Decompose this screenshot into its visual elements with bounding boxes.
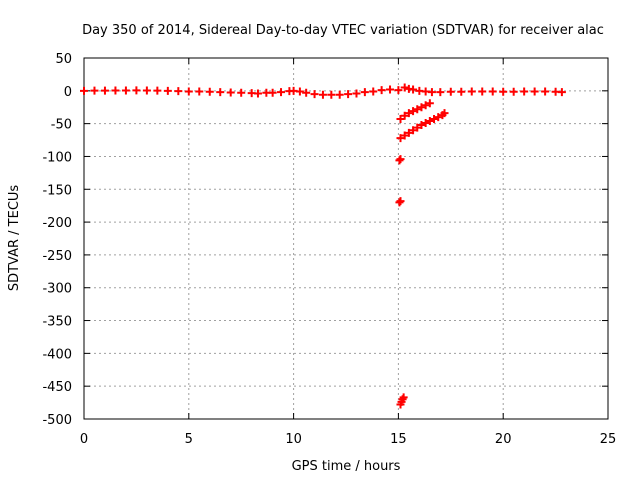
chart-title: Day 350 of 2014, Sidereal Day-to-day VTE… [82, 23, 604, 38]
data-point [409, 107, 418, 116]
data-point [399, 393, 408, 402]
data-point [400, 83, 409, 92]
data-point [396, 197, 405, 206]
data-point [478, 87, 487, 96]
data-point [409, 85, 418, 94]
data-point [440, 109, 449, 118]
data-point [277, 88, 286, 97]
data-point [205, 87, 214, 96]
data-point [395, 198, 404, 207]
data-point [360, 88, 369, 97]
data-point [499, 87, 508, 96]
data-point [409, 126, 418, 135]
data-point [425, 117, 434, 126]
data-point [488, 87, 497, 96]
data-point [163, 86, 172, 95]
data-point [417, 120, 426, 129]
data-point [404, 128, 413, 137]
y-tick-label: 0 [64, 85, 72, 100]
y-tick-label: -450 [42, 380, 72, 395]
data-point [111, 86, 120, 95]
data-point [395, 156, 404, 165]
data-point [413, 105, 422, 114]
data-points [80, 83, 566, 409]
data-point [467, 87, 476, 96]
data-point [80, 86, 88, 95]
x-tick-label: 25 [600, 432, 617, 447]
y-tick-label: -400 [42, 347, 72, 362]
data-point [396, 155, 405, 164]
data-point [318, 90, 327, 99]
data-point [421, 101, 430, 110]
data-point [142, 86, 151, 95]
y-tick-label: -100 [42, 150, 72, 165]
data-point [396, 115, 405, 124]
data-point [413, 123, 422, 132]
data-point [369, 87, 378, 96]
data-point [268, 88, 277, 97]
axis-ticks [83, 57, 609, 420]
data-point [425, 99, 434, 108]
data-point [434, 113, 443, 122]
plot-frame [83, 57, 609, 420]
x-axis-label: GPS time / hours [292, 459, 401, 474]
data-point [327, 90, 336, 99]
y-tick-label: -150 [42, 183, 72, 198]
data-point [427, 88, 436, 97]
data-point [400, 131, 409, 140]
x-tick-labels: 0 5 10 15 20 25 [80, 432, 616, 447]
x-tick-label: 5 [185, 432, 193, 447]
data-point [174, 87, 183, 96]
data-point [100, 86, 109, 95]
data-point [404, 109, 413, 118]
data-point [386, 85, 395, 94]
data-point [446, 87, 455, 96]
data-point [421, 118, 430, 127]
data-point [302, 88, 311, 97]
data-point [237, 88, 246, 97]
data-point [520, 87, 529, 96]
data-point [541, 87, 550, 96]
grid-lines [84, 58, 608, 419]
data-point [400, 111, 409, 120]
data-point [557, 88, 566, 97]
data-point [226, 88, 235, 97]
data-point [184, 87, 193, 96]
data-point [310, 90, 319, 99]
data-point [132, 86, 141, 95]
x-tick-label: 15 [390, 432, 407, 447]
data-point [430, 115, 439, 124]
x-tick-label: 0 [80, 432, 88, 447]
data-point [295, 87, 304, 96]
data-point [344, 90, 353, 99]
y-tick-label: -500 [42, 413, 72, 428]
x-tick-label: 10 [285, 432, 302, 447]
data-point [253, 89, 262, 98]
data-point [530, 87, 539, 96]
data-point [509, 87, 518, 96]
data-point [90, 86, 99, 95]
data-point [394, 86, 403, 95]
data-point [436, 88, 445, 97]
y-tick-label: -200 [42, 216, 72, 231]
data-point [216, 88, 225, 97]
data-point [195, 87, 204, 96]
y-tick-labels: 50 0 -50 -100 -150 -200 -250 -300 -350 -400 -450 -5… [42, 52, 72, 428]
x-tick-label: 20 [495, 432, 512, 447]
y-tick-label: -50 [51, 118, 72, 133]
y-axis-label: SDTVAR / TECUs [7, 185, 22, 292]
y-tick-label: -300 [42, 282, 72, 297]
data-point [153, 86, 162, 95]
data-point [377, 86, 386, 95]
y-tick-label: -250 [42, 249, 72, 264]
data-point [335, 90, 344, 99]
y-tick-label: 50 [55, 52, 72, 67]
data-point [121, 86, 130, 95]
y-tick-label: -350 [42, 315, 72, 330]
data-point [396, 134, 405, 143]
data-point [352, 89, 361, 98]
data-point [417, 103, 426, 112]
data-point [457, 87, 466, 96]
